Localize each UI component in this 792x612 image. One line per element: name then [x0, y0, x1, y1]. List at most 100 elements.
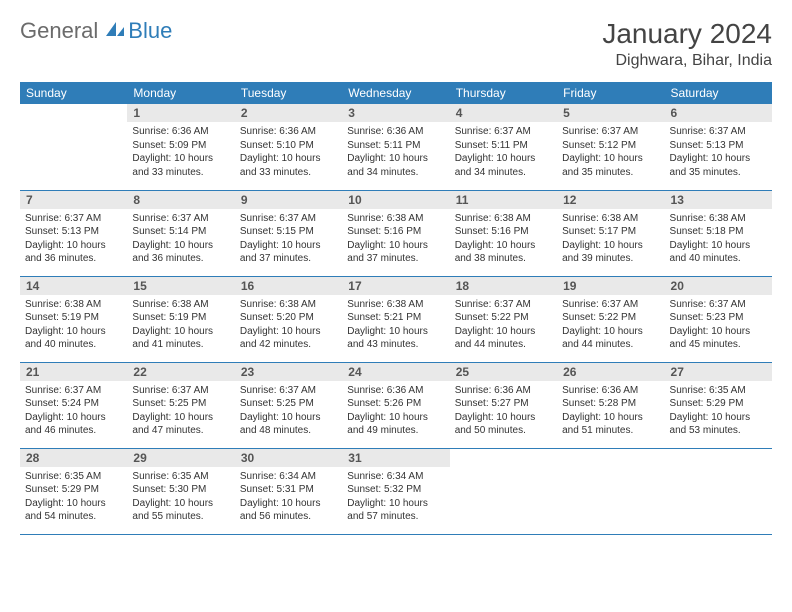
daylight-text: Daylight: 10 hours and 44 minutes. [562, 325, 659, 352]
day-number: 27 [665, 363, 772, 381]
logo-text-general: General [20, 18, 98, 44]
sunset-text: Sunset: 5:09 PM [132, 139, 229, 153]
sunset-text: Sunset: 5:29 PM [25, 483, 122, 497]
calendar-cell: 30Sunrise: 6:34 AMSunset: 5:31 PMDayligh… [235, 448, 342, 534]
sunrise-text: Sunrise: 6:37 AM [562, 125, 659, 139]
calendar-cell: 25Sunrise: 6:36 AMSunset: 5:27 PMDayligh… [450, 362, 557, 448]
calendar-cell: 3Sunrise: 6:36 AMSunset: 5:11 PMDaylight… [342, 104, 449, 190]
calendar-cell: 12Sunrise: 6:38 AMSunset: 5:17 PMDayligh… [557, 190, 664, 276]
sunset-text: Sunset: 5:14 PM [132, 225, 229, 239]
calendar-cell: 27Sunrise: 6:35 AMSunset: 5:29 PMDayligh… [665, 362, 772, 448]
daylight-text: Daylight: 10 hours and 42 minutes. [240, 325, 337, 352]
month-title: January 2024 [602, 18, 772, 50]
sunset-text: Sunset: 5:17 PM [562, 225, 659, 239]
sunset-text: Sunset: 5:19 PM [132, 311, 229, 325]
cell-body: Sunrise: 6:36 AMSunset: 5:26 PMDaylight:… [342, 381, 449, 442]
calendar-cell: 10Sunrise: 6:38 AMSunset: 5:16 PMDayligh… [342, 190, 449, 276]
calendar-cell: 21Sunrise: 6:37 AMSunset: 5:24 PMDayligh… [20, 362, 127, 448]
sunset-text: Sunset: 5:22 PM [455, 311, 552, 325]
day-number: 13 [665, 191, 772, 209]
cell-body: Sunrise: 6:37 AMSunset: 5:22 PMDaylight:… [557, 295, 664, 356]
calendar-cell: 7Sunrise: 6:37 AMSunset: 5:13 PMDaylight… [20, 190, 127, 276]
calendar-cell: 15Sunrise: 6:38 AMSunset: 5:19 PMDayligh… [127, 276, 234, 362]
sunrise-text: Sunrise: 6:36 AM [240, 125, 337, 139]
day-number: 10 [342, 191, 449, 209]
cell-body: Sunrise: 6:37 AMSunset: 5:24 PMDaylight:… [20, 381, 127, 442]
cell-body: Sunrise: 6:38 AMSunset: 5:21 PMDaylight:… [342, 295, 449, 356]
calendar-cell: 19Sunrise: 6:37 AMSunset: 5:22 PMDayligh… [557, 276, 664, 362]
daylight-text: Daylight: 10 hours and 35 minutes. [670, 152, 767, 179]
sunset-text: Sunset: 5:26 PM [347, 397, 444, 411]
sunrise-text: Sunrise: 6:36 AM [562, 384, 659, 398]
day-number: 25 [450, 363, 557, 381]
weekday-header: Monday [127, 82, 234, 104]
day-number: 23 [235, 363, 342, 381]
sunset-text: Sunset: 5:13 PM [670, 139, 767, 153]
calendar-week-row: 1Sunrise: 6:36 AMSunset: 5:09 PMDaylight… [20, 104, 772, 190]
sunrise-text: Sunrise: 6:36 AM [455, 384, 552, 398]
sail-icon [104, 20, 126, 43]
cell-body: Sunrise: 6:38 AMSunset: 5:17 PMDaylight:… [557, 209, 664, 270]
day-number: 5 [557, 104, 664, 122]
cell-body: Sunrise: 6:37 AMSunset: 5:25 PMDaylight:… [235, 381, 342, 442]
calendar-cell: 26Sunrise: 6:36 AMSunset: 5:28 PMDayligh… [557, 362, 664, 448]
cell-body: Sunrise: 6:35 AMSunset: 5:29 PMDaylight:… [20, 467, 127, 528]
calendar-cell: 18Sunrise: 6:37 AMSunset: 5:22 PMDayligh… [450, 276, 557, 362]
day-number: 24 [342, 363, 449, 381]
calendar-cell: 16Sunrise: 6:38 AMSunset: 5:20 PMDayligh… [235, 276, 342, 362]
daylight-text: Daylight: 10 hours and 36 minutes. [25, 239, 122, 266]
daylight-text: Daylight: 10 hours and 51 minutes. [562, 411, 659, 438]
sunset-text: Sunset: 5:28 PM [562, 397, 659, 411]
daylight-text: Daylight: 10 hours and 48 minutes. [240, 411, 337, 438]
sunrise-text: Sunrise: 6:37 AM [562, 298, 659, 312]
daylight-text: Daylight: 10 hours and 54 minutes. [25, 497, 122, 524]
cell-body: Sunrise: 6:38 AMSunset: 5:19 PMDaylight:… [20, 295, 127, 356]
sunset-text: Sunset: 5:25 PM [132, 397, 229, 411]
daylight-text: Daylight: 10 hours and 36 minutes. [132, 239, 229, 266]
calendar-cell: 22Sunrise: 6:37 AMSunset: 5:25 PMDayligh… [127, 362, 234, 448]
calendar-table: Sunday Monday Tuesday Wednesday Thursday… [20, 82, 772, 535]
day-number: 2 [235, 104, 342, 122]
cell-body: Sunrise: 6:36 AMSunset: 5:11 PMDaylight:… [342, 122, 449, 183]
daylight-text: Daylight: 10 hours and 46 minutes. [25, 411, 122, 438]
calendar-cell: 4Sunrise: 6:37 AMSunset: 5:11 PMDaylight… [450, 104, 557, 190]
cell-body: Sunrise: 6:37 AMSunset: 5:11 PMDaylight:… [450, 122, 557, 183]
cell-body: Sunrise: 6:37 AMSunset: 5:15 PMDaylight:… [235, 209, 342, 270]
sunset-text: Sunset: 5:13 PM [25, 225, 122, 239]
daylight-text: Daylight: 10 hours and 55 minutes. [132, 497, 229, 524]
sunrise-text: Sunrise: 6:36 AM [347, 384, 444, 398]
calendar-week-row: 7Sunrise: 6:37 AMSunset: 5:13 PMDaylight… [20, 190, 772, 276]
sunrise-text: Sunrise: 6:38 AM [670, 212, 767, 226]
logo: General Blue [20, 18, 172, 44]
sunrise-text: Sunrise: 6:37 AM [240, 384, 337, 398]
calendar-week-row: 21Sunrise: 6:37 AMSunset: 5:24 PMDayligh… [20, 362, 772, 448]
cell-body: Sunrise: 6:38 AMSunset: 5:16 PMDaylight:… [342, 209, 449, 270]
calendar-cell: 20Sunrise: 6:37 AMSunset: 5:23 PMDayligh… [665, 276, 772, 362]
day-number: 6 [665, 104, 772, 122]
weekday-header: Thursday [450, 82, 557, 104]
daylight-text: Daylight: 10 hours and 34 minutes. [455, 152, 552, 179]
calendar-cell [665, 448, 772, 534]
daylight-text: Daylight: 10 hours and 45 minutes. [670, 325, 767, 352]
daylight-text: Daylight: 10 hours and 37 minutes. [240, 239, 337, 266]
calendar-cell: 31Sunrise: 6:34 AMSunset: 5:32 PMDayligh… [342, 448, 449, 534]
day-number: 28 [20, 449, 127, 467]
day-number: 14 [20, 277, 127, 295]
logo-text-blue: Blue [128, 18, 172, 44]
cell-body: Sunrise: 6:38 AMSunset: 5:20 PMDaylight:… [235, 295, 342, 356]
sunset-text: Sunset: 5:30 PM [132, 483, 229, 497]
calendar-cell: 9Sunrise: 6:37 AMSunset: 5:15 PMDaylight… [235, 190, 342, 276]
sunrise-text: Sunrise: 6:38 AM [347, 212, 444, 226]
daylight-text: Daylight: 10 hours and 49 minutes. [347, 411, 444, 438]
sunrise-text: Sunrise: 6:37 AM [670, 125, 767, 139]
sunrise-text: Sunrise: 6:38 AM [132, 298, 229, 312]
sunrise-text: Sunrise: 6:38 AM [25, 298, 122, 312]
sunrise-text: Sunrise: 6:37 AM [240, 212, 337, 226]
calendar-cell: 1Sunrise: 6:36 AMSunset: 5:09 PMDaylight… [127, 104, 234, 190]
calendar-cell [557, 448, 664, 534]
cell-body: Sunrise: 6:38 AMSunset: 5:19 PMDaylight:… [127, 295, 234, 356]
calendar-week-row: 28Sunrise: 6:35 AMSunset: 5:29 PMDayligh… [20, 448, 772, 534]
calendar-cell [20, 104, 127, 190]
day-number: 12 [557, 191, 664, 209]
sunset-text: Sunset: 5:23 PM [670, 311, 767, 325]
